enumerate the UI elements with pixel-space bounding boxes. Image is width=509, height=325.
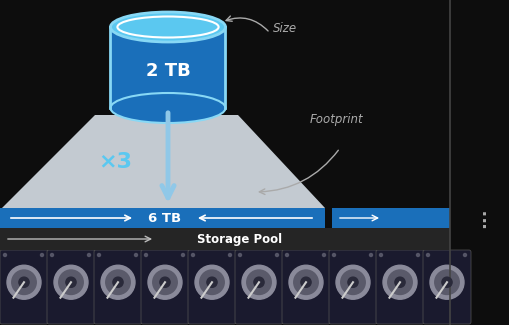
Circle shape (238, 254, 241, 256)
Circle shape (387, 270, 411, 294)
Circle shape (40, 254, 43, 256)
Polygon shape (2, 115, 324, 208)
Circle shape (441, 277, 451, 287)
Circle shape (105, 270, 130, 294)
Circle shape (59, 270, 83, 294)
Circle shape (382, 265, 416, 299)
Circle shape (66, 277, 76, 287)
Text: 2 TB: 2 TB (146, 61, 190, 80)
Circle shape (293, 270, 318, 294)
Circle shape (322, 254, 325, 256)
Circle shape (50, 254, 53, 256)
Circle shape (332, 254, 335, 256)
Circle shape (300, 277, 310, 287)
Circle shape (275, 254, 278, 256)
Circle shape (285, 254, 288, 256)
Circle shape (112, 277, 123, 287)
Circle shape (379, 254, 382, 256)
Circle shape (429, 265, 463, 299)
Circle shape (394, 277, 404, 287)
Circle shape (160, 277, 170, 287)
FancyBboxPatch shape (422, 250, 470, 324)
Circle shape (12, 270, 36, 294)
Circle shape (191, 254, 194, 256)
Circle shape (194, 265, 229, 299)
Circle shape (97, 254, 100, 256)
Circle shape (463, 254, 466, 256)
FancyBboxPatch shape (235, 250, 282, 324)
FancyBboxPatch shape (47, 250, 95, 324)
FancyBboxPatch shape (0, 250, 48, 324)
Circle shape (289, 265, 322, 299)
FancyBboxPatch shape (375, 250, 423, 324)
Circle shape (134, 254, 137, 256)
Circle shape (416, 254, 419, 256)
Circle shape (246, 270, 271, 294)
Circle shape (242, 265, 275, 299)
Circle shape (19, 277, 29, 287)
Bar (331, 208, 449, 228)
FancyBboxPatch shape (188, 250, 236, 324)
Bar (110, 27, 225, 108)
Circle shape (144, 254, 147, 256)
Circle shape (88, 254, 90, 256)
Circle shape (347, 277, 357, 287)
Text: 6 TB: 6 TB (148, 212, 181, 225)
Ellipse shape (110, 12, 225, 42)
Circle shape (253, 277, 264, 287)
FancyBboxPatch shape (328, 250, 376, 324)
Circle shape (7, 265, 41, 299)
Circle shape (369, 254, 372, 256)
Text: Footprint: Footprint (309, 113, 363, 126)
Text: ...: ... (470, 208, 488, 228)
Circle shape (340, 270, 364, 294)
Ellipse shape (110, 93, 225, 123)
Circle shape (434, 270, 458, 294)
Circle shape (200, 270, 224, 294)
Circle shape (426, 254, 429, 256)
Circle shape (335, 265, 369, 299)
Circle shape (228, 254, 231, 256)
Circle shape (181, 254, 184, 256)
Circle shape (153, 270, 177, 294)
Text: Size: Size (272, 21, 297, 34)
FancyBboxPatch shape (140, 250, 189, 324)
FancyBboxPatch shape (281, 250, 329, 324)
Text: Storage Pool: Storage Pool (197, 233, 282, 246)
Bar (0, 208, 324, 228)
Circle shape (101, 265, 135, 299)
Bar (0, 228, 449, 250)
Circle shape (54, 265, 88, 299)
Circle shape (4, 254, 7, 256)
FancyBboxPatch shape (94, 250, 142, 324)
Circle shape (207, 277, 217, 287)
Text: ×3: ×3 (98, 152, 132, 172)
Circle shape (148, 265, 182, 299)
